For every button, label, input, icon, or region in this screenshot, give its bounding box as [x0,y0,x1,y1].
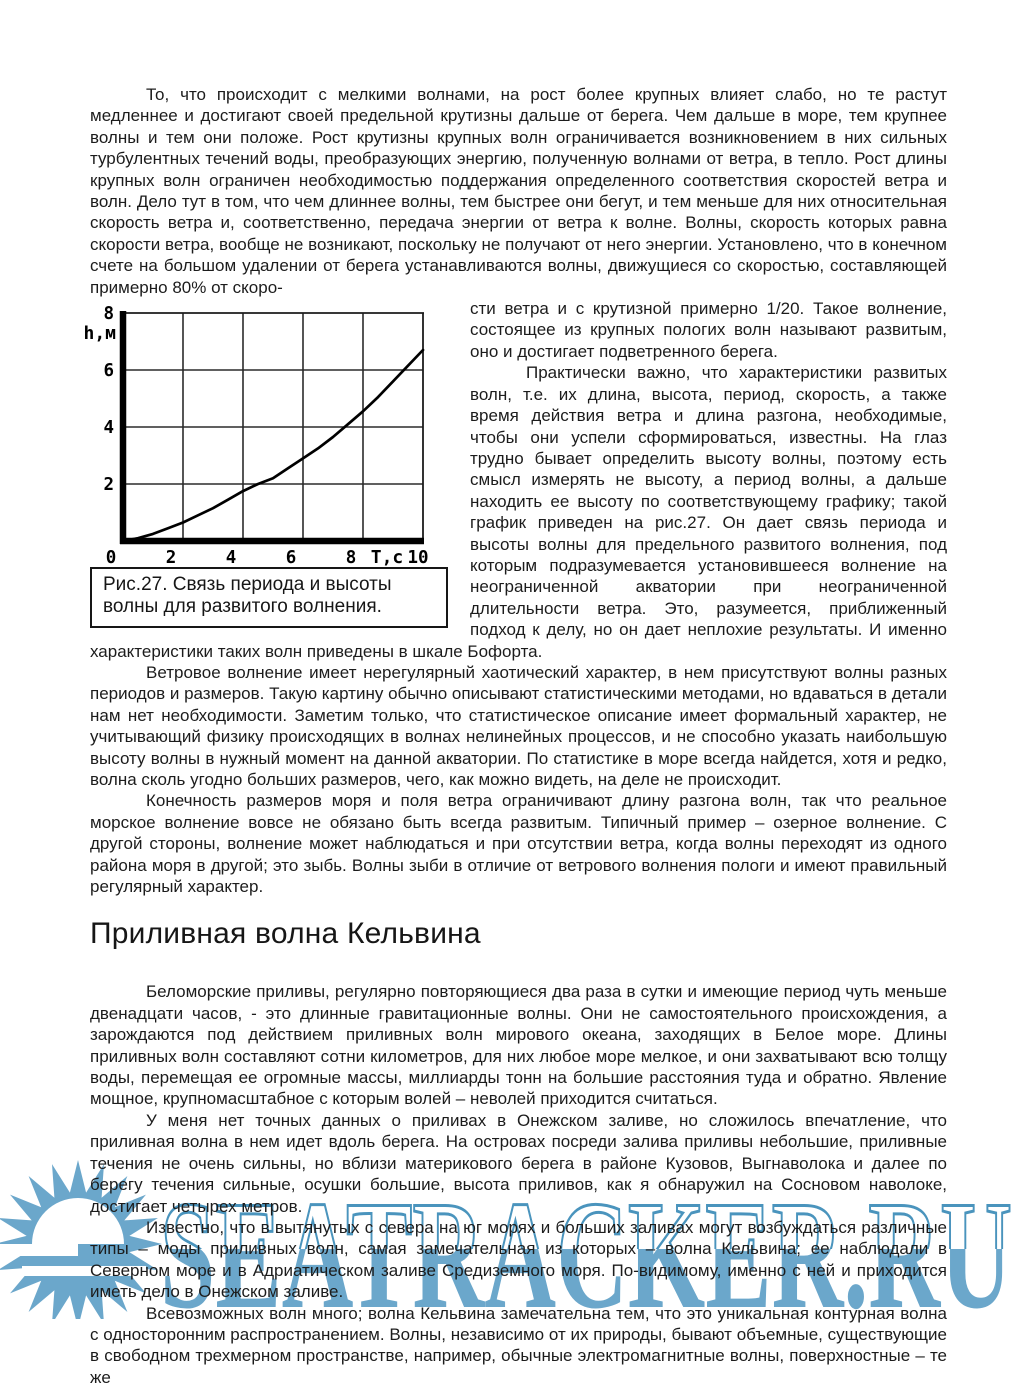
watermark: SEATRACKER.RU SEATRACKER.RU [0,1160,1014,1319]
paragraph-wave-growth-continued: сти ветра и с крутизной примерно 1/20. Т… [470,299,947,361]
paragraph-developed-waves: Практически важно, что характеристики ра… [90,363,947,661]
svg-text:4: 4 [226,548,237,567]
svg-text:2: 2 [103,475,114,495]
sun-logo-icon [0,1160,162,1319]
section-heading-kelvin-wave: Приливная волна Кельвина [90,917,481,951]
document-page: { "page": { "background": "#ffffff", "te… [0,85,1014,1387]
figure-caption: Рис.27. Связь периода и высоты волны для… [90,567,448,629]
figure-27: 8 6 4 2 h,м 0 2 4 6 8 10 T,с Рис.27. Связь периода … [85,303,462,629]
svg-text:6: 6 [103,361,114,381]
paragraph-onega-bay-tides: У меня нет точных данных о приливах в Он… [90,1110,947,1216]
paragraph-tidal-wave-modes: Известно, что в вытянутых с севера на юг… [90,1217,947,1302]
paragraph-wave-growth: То, что происходит с мелкими волнами, на… [90,85,947,297]
svg-text:6: 6 [286,548,297,567]
svg-text:T,с: T,с [371,547,404,567]
paragraph-kelvin-wave-unique: Всевозможных волн много; волна Кельвина … [90,1303,947,1387]
svg-text:2: 2 [166,548,177,567]
paragraph-swell-waves: Конечность размеров моря и поля ветра ог… [90,791,947,897]
svg-text:4: 4 [103,418,114,438]
document-body: То, что происходит с мелкими волнами, на… [85,84,947,1388]
paragraph-wind-waves-statistics: Ветровое волнение имеет нерегулярный хао… [90,662,947,789]
watermark-text-solid: SEATRACKER.RU [160,1169,1012,1319]
wave-height-period-chart: 8 6 4 2 h,м 0 2 4 6 8 10T,с [85,304,429,567]
svg-text:8: 8 [103,304,114,324]
svg-text:10: 10 [407,548,428,567]
svg-text:0: 0 [106,548,117,567]
paragraph-white-sea-tides: Беломорские приливы, регулярно повторяющ… [90,982,947,1109]
svg-text:8: 8 [346,548,357,567]
watermark-text-outline: SEATRACKER.RU [160,1169,1012,1319]
svg-text:h,м: h,м [85,323,116,344]
